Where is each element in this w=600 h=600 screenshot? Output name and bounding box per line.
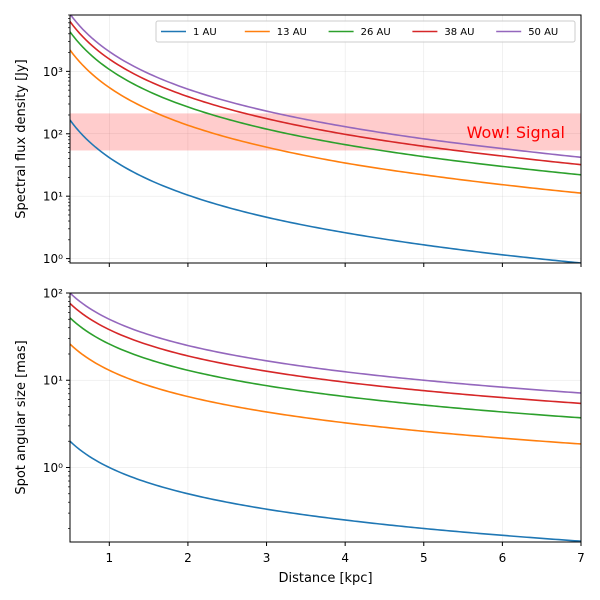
x-tick-label: 1 xyxy=(105,551,113,565)
legend-box xyxy=(155,20,576,43)
y-tick-label: 10⁰ xyxy=(43,252,63,266)
bottom-ticks: 1 2 3 4 5 6 7 10⁰ 10¹ 10² xyxy=(43,287,585,566)
x-tick-label: 4 xyxy=(341,551,349,565)
y-tick-label: 10¹ xyxy=(43,374,63,388)
x-tick-label: 7 xyxy=(577,551,585,565)
bottom-axes-frame xyxy=(69,292,582,543)
series-line-26-au xyxy=(70,317,581,419)
series-line-1-au xyxy=(70,440,581,542)
wow-signal-label: Wow! Signal xyxy=(467,123,565,142)
y-tick-label: 10⁰ xyxy=(43,461,63,475)
y-tick-label: 10² xyxy=(43,127,63,141)
legend-label: 50 AU xyxy=(528,27,558,38)
series-line-50-au xyxy=(70,293,581,394)
top-series-lines xyxy=(70,15,581,263)
legend-label: 38 AU xyxy=(444,27,474,38)
x-tick-label: 3 xyxy=(263,551,271,565)
top-ticks: 10⁰ 10¹ 10² 10³ xyxy=(43,14,582,267)
wow-signal-band xyxy=(70,113,581,151)
series-line-13-au xyxy=(70,343,581,445)
angular-size-panel: 1 2 3 4 5 6 7 10⁰ 10¹ 10² Spot angular size [mas]… xyxy=(14,287,585,587)
series-line-38-au xyxy=(70,20,581,166)
legend: 1 AU 13 AU 26 AU 38 AU 50 AU xyxy=(155,20,576,43)
x-tick-label: 2 xyxy=(184,551,192,565)
x-tick-label: 5 xyxy=(420,551,428,565)
wow-signal-band-group xyxy=(70,113,581,151)
y-tick-label: 10² xyxy=(43,287,63,301)
series-line-26-au xyxy=(70,31,581,176)
x-tick-label: 6 xyxy=(499,551,507,565)
y-tick-label: 10¹ xyxy=(43,190,63,204)
series-line-13-au xyxy=(70,49,581,194)
legend-label: 26 AU xyxy=(361,27,391,38)
x-axis-label: Distance [kpc] xyxy=(278,571,372,586)
legend-label: 1 AU xyxy=(193,27,217,38)
bottom-series-lines xyxy=(70,293,581,542)
series-line-50-au xyxy=(70,15,581,159)
legend-label: 13 AU xyxy=(277,27,307,38)
bottom-y-axis-label: Spot angular size [mas] xyxy=(14,340,29,494)
top-axes-frame xyxy=(69,14,582,264)
y-tick-label: 10³ xyxy=(43,65,63,79)
top-y-axis-label: Spectral flux density [Jy] xyxy=(14,59,29,219)
series-line-38-au xyxy=(70,302,581,405)
series-line-1-au xyxy=(70,119,581,263)
